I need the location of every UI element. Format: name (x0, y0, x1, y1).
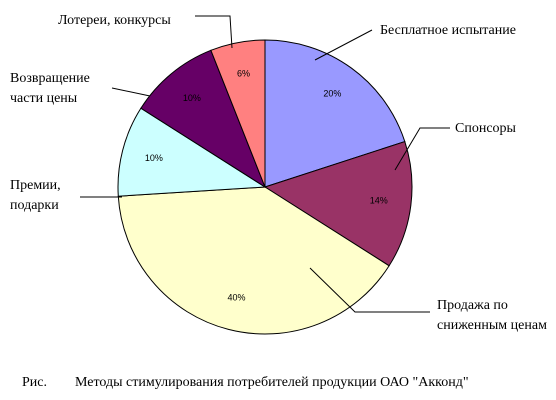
value-label: 10% (145, 153, 163, 163)
value-label: 6% (237, 69, 250, 79)
category-label: Спонсоры (455, 121, 517, 136)
leader-line (309, 267, 430, 313)
category-label: Лотереи, конкурсы (58, 13, 171, 28)
leader-line (314, 29, 373, 61)
category-label: Возвращение части цены (10, 71, 90, 106)
pie-slice (117, 107, 267, 197)
leader-line (195, 15, 233, 49)
value-label: 40% (227, 292, 245, 302)
category-label: Бесплатное испытание (380, 23, 516, 38)
figure-label: Рис. (22, 375, 47, 390)
leader-line (394, 127, 450, 171)
category-label: Продажа по сниженным ценам (437, 298, 547, 333)
value-label: 10% (183, 93, 201, 103)
pie-slice (210, 39, 266, 188)
pie-slice (140, 49, 267, 189)
chart-title: Методы стимулирования потребителей проду… (75, 375, 469, 390)
pie-slice (117, 186, 390, 335)
value-label: 14% (370, 196, 388, 206)
value-label: 20% (323, 89, 341, 99)
leader-line (111, 87, 151, 97)
pie-slice (264, 39, 406, 188)
category-label: Премии, подарки (10, 178, 61, 213)
